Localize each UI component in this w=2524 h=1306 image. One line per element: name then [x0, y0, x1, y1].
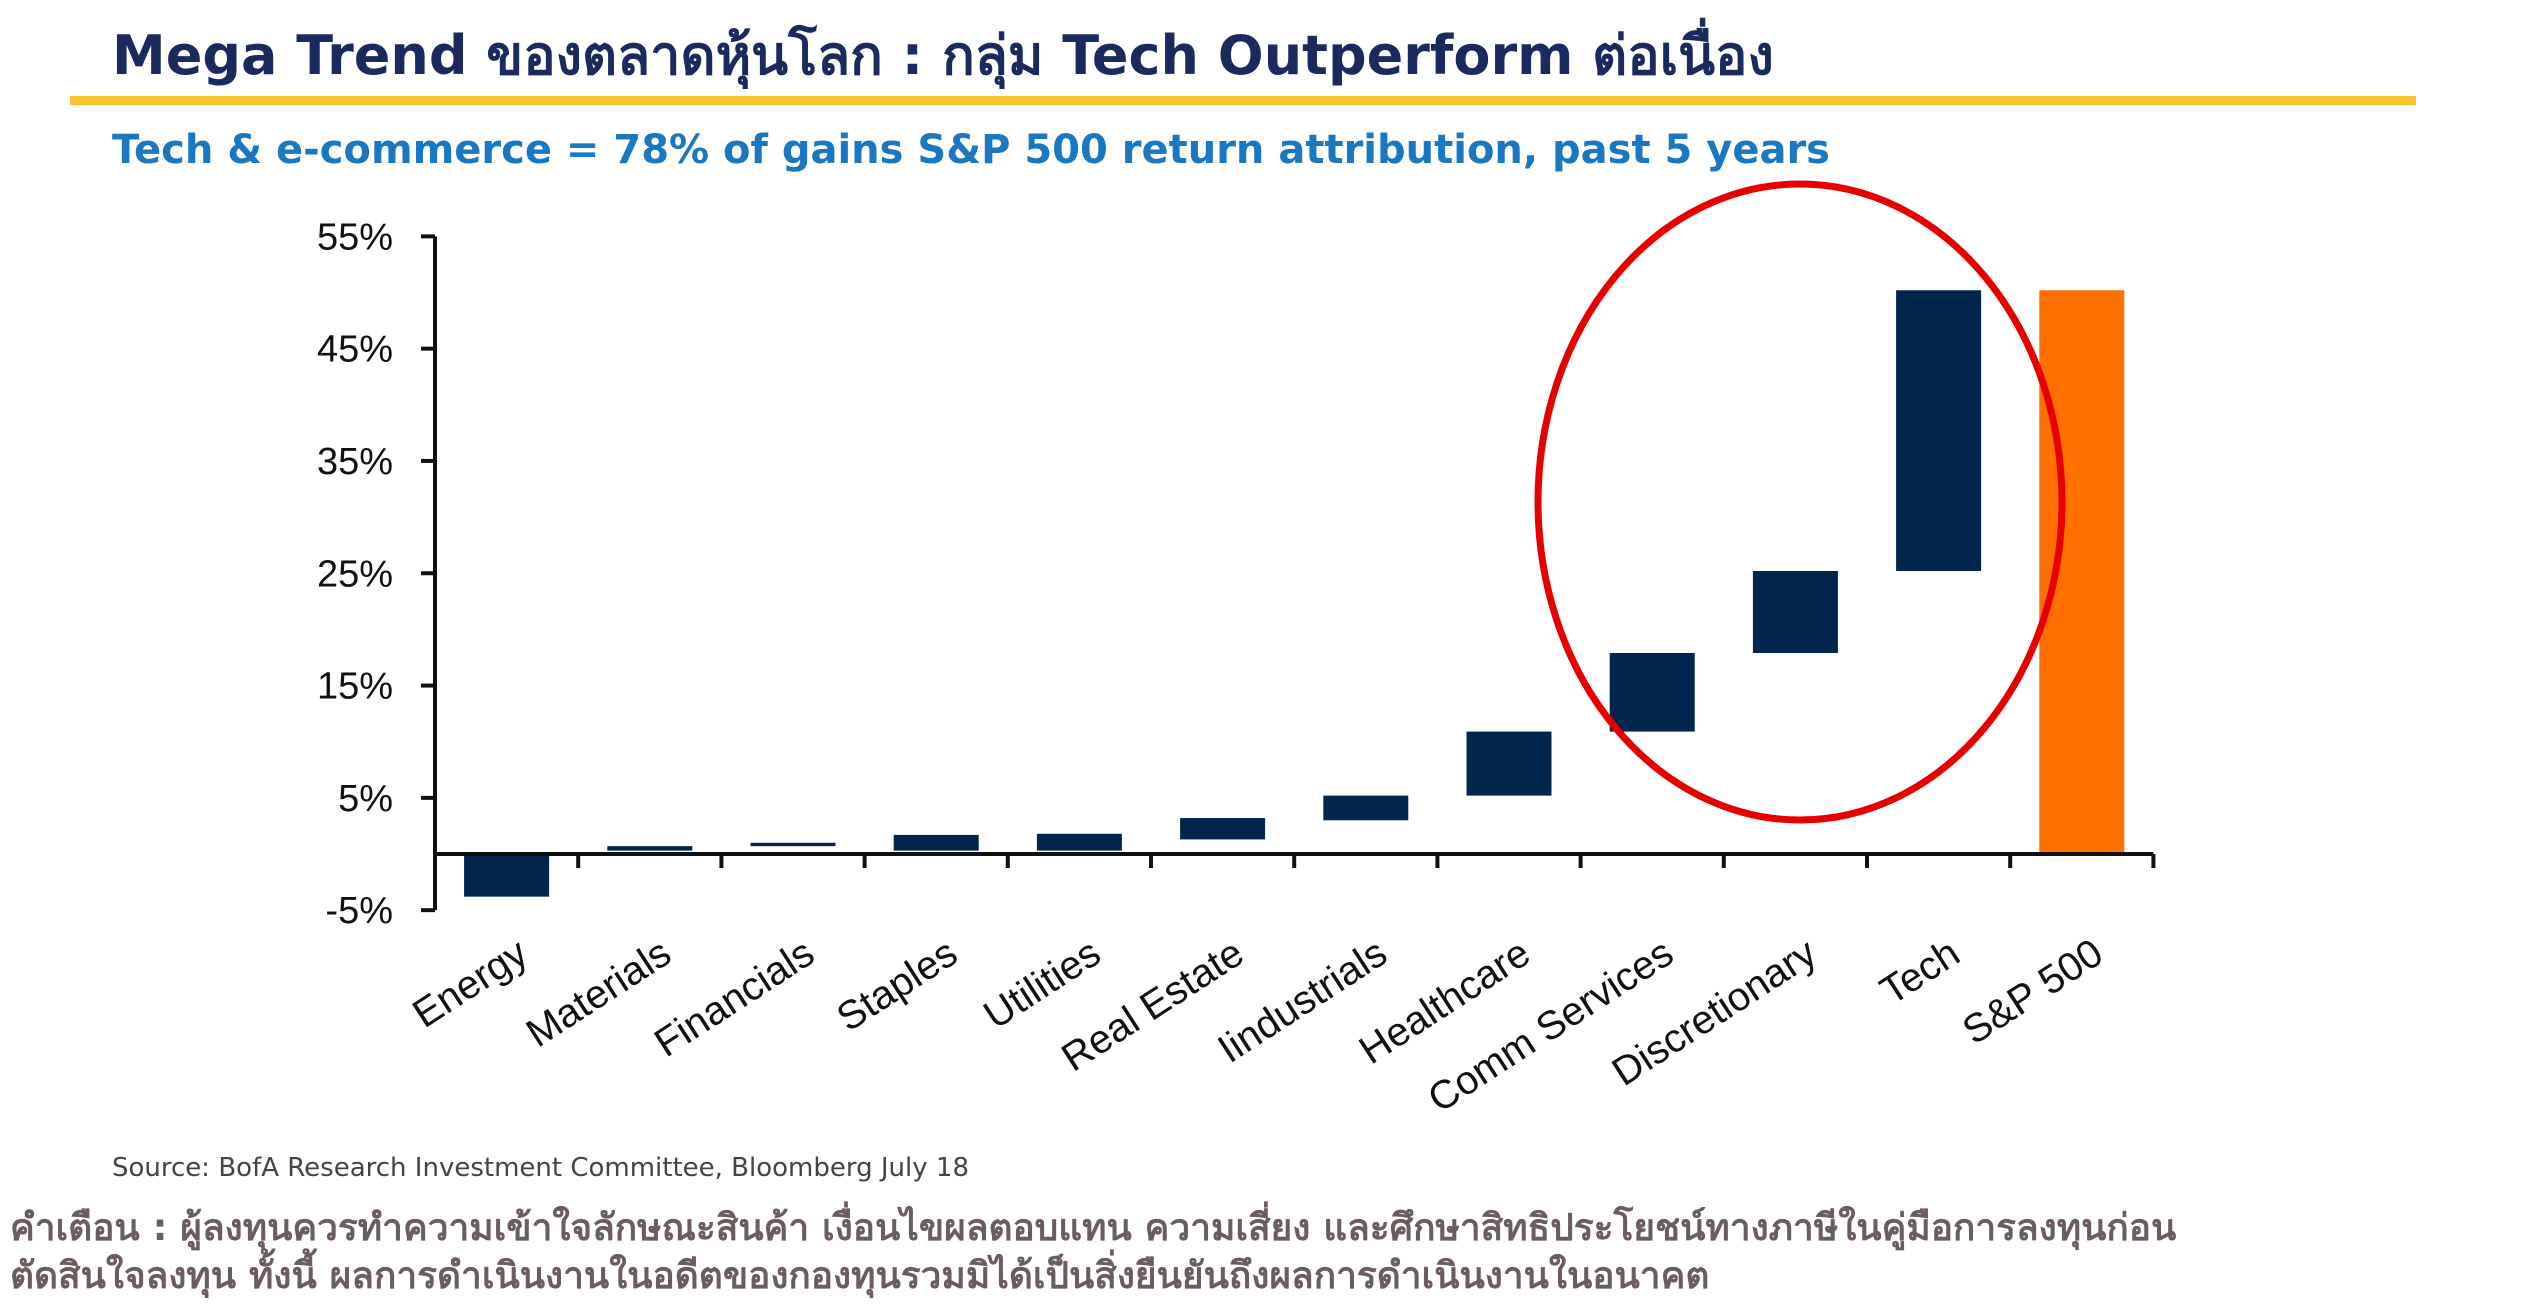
highlight-overlay — [1534, 180, 2066, 824]
bar-utilities — [1036, 833, 1122, 851]
bar-energy — [464, 854, 550, 897]
y-axis-ticks: 55% 45% 35% 25% 15% 5% -5% — [317, 216, 435, 932]
waterfall-chart: 55% 45% 35% 25% 15% 5% -5% EnergyMaterialsFina… — [317, 180, 2156, 1122]
axes-group — [433, 236, 2156, 911]
bar-comm-services — [1609, 652, 1695, 732]
y-tick-label: 25% — [317, 553, 393, 595]
bar-healthcare — [1466, 731, 1552, 796]
disclaimer-line-1: คำเตือน : ผู้ลงทุนควรทำความเข้าใจลักษณะส… — [10, 1206, 2177, 1249]
x-tick-label: Staples — [829, 931, 965, 1041]
x-tick-label: Comm Services — [1420, 931, 1681, 1122]
x-tick-label: Energy — [405, 931, 535, 1037]
bar-staples — [893, 834, 979, 851]
y-tick-label: 35% — [317, 441, 393, 483]
y-tick-label: 15% — [317, 666, 393, 708]
bar-financials — [750, 842, 836, 847]
y-tick-label: 5% — [338, 778, 393, 820]
bar-discretionary — [1752, 571, 1838, 653]
bar-materials — [607, 846, 693, 851]
y-tick-label: 45% — [317, 329, 393, 371]
title-underline — [70, 96, 2416, 105]
bar-iindustrials — [1323, 795, 1409, 821]
source-note: Source: BofA Research Investment Committ… — [112, 1153, 969, 1183]
bars-group — [464, 290, 2125, 897]
bar-tech — [1896, 290, 1982, 572]
x-tick-label: S&P 500 — [1955, 931, 2111, 1054]
y-tick-label: 55% — [317, 216, 393, 258]
highlight-ellipse — [1534, 180, 2066, 824]
bar-real-estate — [1180, 818, 1266, 840]
disclaimer: คำเตือน : ผู้ลงทุนควรทำความเข้าใจลักษณะส… — [10, 1204, 2510, 1300]
disclaimer-line-2: ตัดสินใจลงทุน ทั้งนี้ ผลการดำเนินงานในอด… — [10, 1254, 1710, 1297]
chart-subtitle: Tech & e-commerce = 78% of gains S&P 500… — [112, 127, 1830, 173]
page-title: Mega Trend ของตลาดหุ้นโลก : กลุ่ม Tech O… — [112, 24, 1774, 87]
x-tick-label: Financials — [647, 931, 822, 1066]
y-tick-label: -5% — [325, 890, 393, 932]
x-tick-label: Tech — [1873, 931, 1968, 1014]
